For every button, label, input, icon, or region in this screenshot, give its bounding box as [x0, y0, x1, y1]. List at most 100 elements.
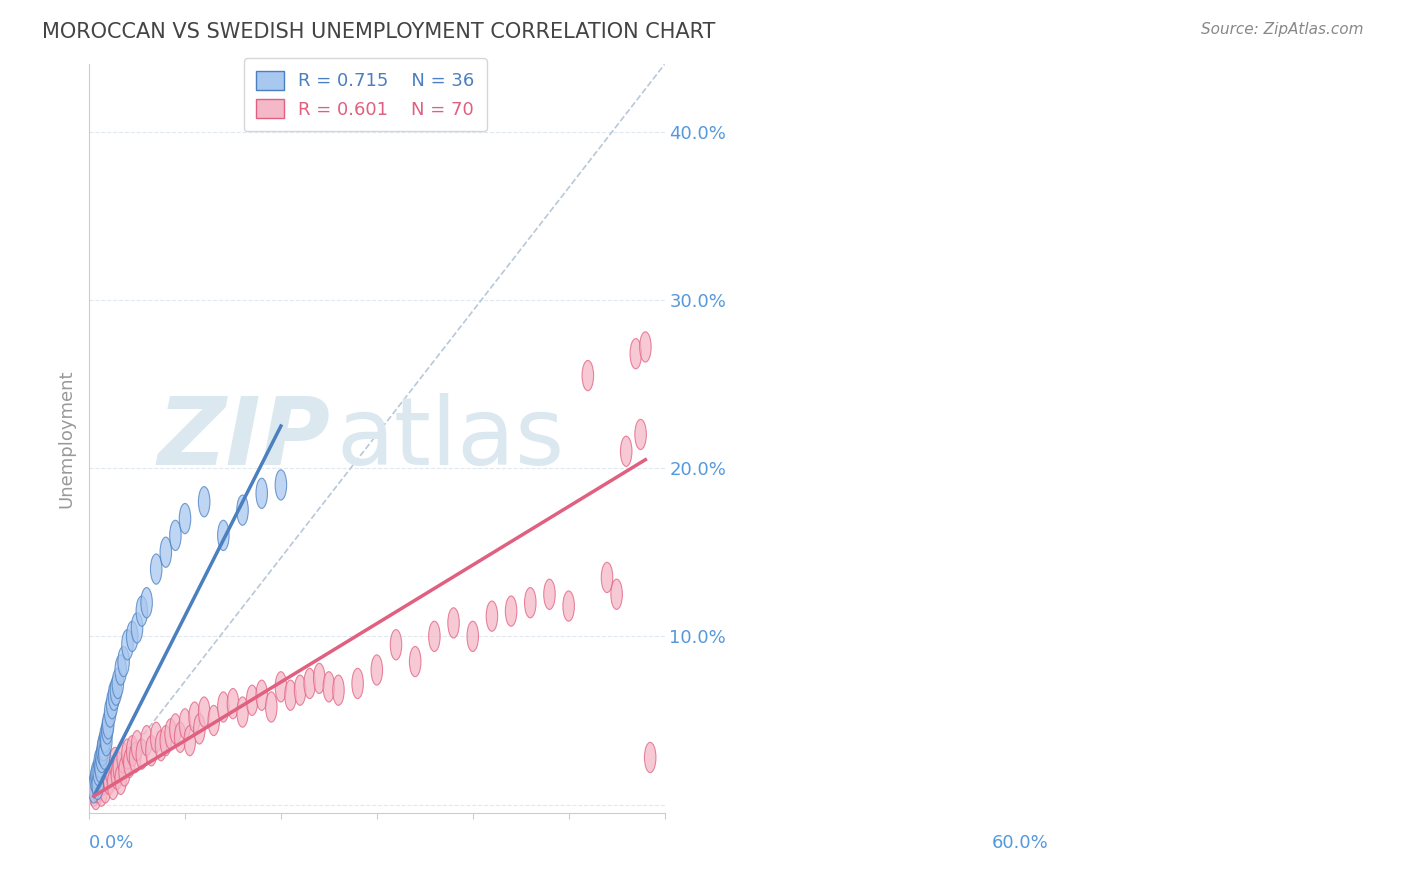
Ellipse shape: [94, 747, 105, 778]
Ellipse shape: [602, 562, 613, 592]
Ellipse shape: [208, 706, 219, 736]
Ellipse shape: [447, 607, 460, 638]
Ellipse shape: [155, 731, 167, 761]
Ellipse shape: [236, 697, 249, 727]
Ellipse shape: [131, 613, 143, 643]
Ellipse shape: [97, 731, 110, 761]
Legend: R = 0.715    N = 36, R = 0.601    N = 70: R = 0.715 N = 36, R = 0.601 N = 70: [243, 58, 486, 131]
Ellipse shape: [141, 588, 152, 618]
Text: MOROCCAN VS SWEDISH UNEMPLOYMENT CORRELATION CHART: MOROCCAN VS SWEDISH UNEMPLOYMENT CORRELA…: [42, 22, 716, 42]
Ellipse shape: [314, 664, 325, 694]
Ellipse shape: [188, 702, 200, 732]
Ellipse shape: [391, 630, 402, 660]
Ellipse shape: [118, 647, 129, 677]
Ellipse shape: [179, 709, 191, 739]
Ellipse shape: [91, 772, 104, 803]
Ellipse shape: [294, 675, 307, 706]
Ellipse shape: [194, 714, 205, 744]
Ellipse shape: [174, 723, 186, 753]
Ellipse shape: [136, 596, 148, 626]
Text: atlas: atlas: [336, 392, 565, 484]
Ellipse shape: [409, 647, 420, 677]
Ellipse shape: [620, 436, 631, 467]
Ellipse shape: [630, 339, 641, 368]
Ellipse shape: [104, 697, 115, 727]
Ellipse shape: [117, 742, 128, 772]
Ellipse shape: [505, 596, 517, 626]
Ellipse shape: [124, 747, 135, 778]
Ellipse shape: [467, 621, 478, 651]
Ellipse shape: [129, 742, 141, 772]
Ellipse shape: [122, 630, 134, 660]
Ellipse shape: [97, 764, 110, 795]
Ellipse shape: [97, 736, 108, 766]
Ellipse shape: [103, 709, 114, 739]
Ellipse shape: [107, 769, 118, 799]
Ellipse shape: [198, 487, 209, 516]
Ellipse shape: [170, 714, 181, 744]
Ellipse shape: [89, 772, 100, 803]
Ellipse shape: [160, 725, 172, 756]
Ellipse shape: [582, 360, 593, 391]
Ellipse shape: [122, 739, 134, 769]
Ellipse shape: [236, 495, 249, 525]
Ellipse shape: [90, 780, 101, 810]
Ellipse shape: [184, 725, 195, 756]
Ellipse shape: [266, 692, 277, 723]
Ellipse shape: [110, 675, 122, 706]
Ellipse shape: [150, 554, 162, 584]
Ellipse shape: [115, 764, 127, 795]
Text: 0.0%: 0.0%: [89, 834, 135, 852]
Text: ZIP: ZIP: [157, 392, 330, 484]
Ellipse shape: [640, 332, 651, 362]
Ellipse shape: [304, 668, 315, 698]
Ellipse shape: [104, 764, 115, 795]
Ellipse shape: [276, 470, 287, 500]
Ellipse shape: [323, 672, 335, 702]
Ellipse shape: [610, 579, 623, 609]
Ellipse shape: [352, 668, 363, 698]
Ellipse shape: [127, 736, 138, 766]
Ellipse shape: [141, 725, 152, 756]
Ellipse shape: [127, 621, 138, 651]
Ellipse shape: [94, 753, 107, 782]
Ellipse shape: [150, 723, 162, 753]
Ellipse shape: [136, 739, 148, 769]
Ellipse shape: [100, 772, 111, 803]
Ellipse shape: [105, 756, 117, 786]
Ellipse shape: [544, 579, 555, 609]
Ellipse shape: [98, 739, 110, 769]
Text: 60.0%: 60.0%: [991, 834, 1049, 852]
Ellipse shape: [218, 520, 229, 550]
Ellipse shape: [108, 680, 120, 710]
Ellipse shape: [100, 723, 111, 753]
Ellipse shape: [110, 747, 121, 778]
Ellipse shape: [486, 601, 498, 632]
Ellipse shape: [170, 520, 181, 550]
Ellipse shape: [101, 725, 112, 756]
Ellipse shape: [276, 672, 287, 702]
Ellipse shape: [285, 680, 297, 710]
Ellipse shape: [115, 655, 127, 685]
Ellipse shape: [146, 736, 157, 766]
Ellipse shape: [218, 692, 229, 723]
Ellipse shape: [101, 759, 112, 789]
Ellipse shape: [636, 419, 647, 450]
Ellipse shape: [131, 731, 143, 761]
Ellipse shape: [111, 759, 122, 789]
Ellipse shape: [96, 742, 107, 772]
Ellipse shape: [89, 776, 100, 806]
Ellipse shape: [429, 621, 440, 651]
Ellipse shape: [371, 655, 382, 685]
Ellipse shape: [91, 769, 104, 799]
Ellipse shape: [179, 503, 191, 533]
Ellipse shape: [93, 756, 104, 786]
Ellipse shape: [562, 591, 575, 621]
Ellipse shape: [112, 753, 125, 782]
Text: Source: ZipAtlas.com: Source: ZipAtlas.com: [1201, 22, 1364, 37]
Ellipse shape: [101, 714, 112, 744]
Ellipse shape: [333, 675, 344, 706]
Ellipse shape: [160, 537, 172, 567]
Ellipse shape: [644, 742, 657, 772]
Ellipse shape: [118, 756, 131, 786]
